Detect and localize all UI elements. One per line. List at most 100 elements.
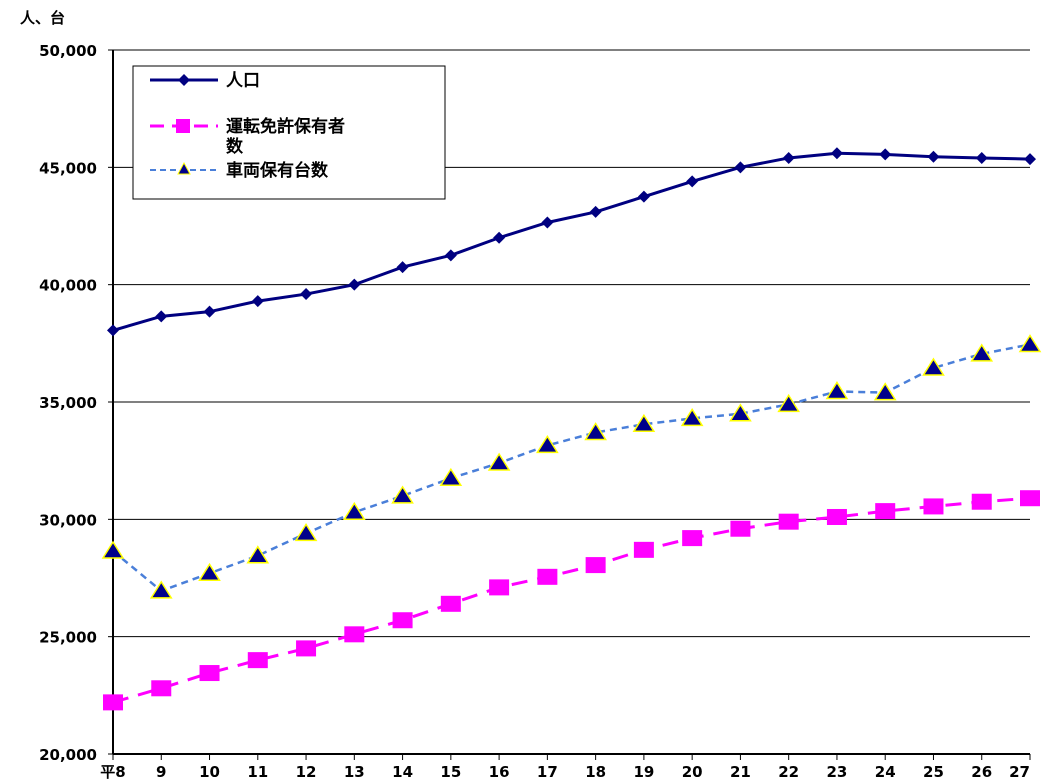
data-point bbox=[686, 175, 699, 188]
data-point bbox=[970, 343, 994, 362]
data-point bbox=[391, 485, 414, 504]
data-point bbox=[396, 261, 409, 274]
data-point bbox=[342, 501, 366, 521]
y-tick-label: 30,000 bbox=[39, 511, 97, 529]
data-point bbox=[873, 382, 897, 401]
data-point bbox=[149, 580, 173, 599]
data-point bbox=[584, 422, 607, 441]
data-point bbox=[875, 503, 896, 520]
data-point bbox=[294, 522, 318, 542]
data-point bbox=[199, 665, 220, 682]
data-point bbox=[589, 205, 602, 218]
data-point bbox=[444, 249, 457, 262]
data-point bbox=[778, 513, 799, 530]
y-tick-label: 45,000 bbox=[39, 159, 97, 177]
x-tick-label: 12 bbox=[296, 763, 317, 781]
data-point bbox=[680, 408, 704, 427]
legend-label-license-holders-line2: 数 bbox=[226, 136, 244, 157]
x-tick-label: 27 bbox=[1009, 763, 1030, 781]
data-point bbox=[825, 381, 849, 400]
y-tick-labels: 20,000 25,000 30,000 35,000 40,000 45,000 50,0… bbox=[39, 42, 113, 764]
x-tick-label: 22 bbox=[778, 763, 799, 781]
series-line bbox=[112, 496, 1031, 704]
data-point bbox=[729, 403, 752, 422]
legend-square-marker bbox=[176, 119, 190, 133]
data-point bbox=[927, 150, 940, 163]
data-point bbox=[971, 493, 992, 510]
x-tick-label: 24 bbox=[875, 763, 896, 781]
legend-item-license-holders: 運転免許保有者 数 bbox=[150, 116, 351, 157]
legend-triangle-marker bbox=[177, 161, 191, 175]
x-tick-label: 26 bbox=[971, 763, 992, 781]
legend-label-license-holders: 運転免許保有者 数 bbox=[226, 116, 351, 157]
data-point bbox=[101, 540, 125, 559]
x-tick-label: 11 bbox=[247, 763, 268, 781]
data-point bbox=[633, 541, 654, 558]
legend: 人口 運転免許保有者 数 車両保有台数 bbox=[132, 65, 446, 200]
legend-label-vehicles: 車両保有台数 bbox=[226, 160, 329, 181]
data-point bbox=[107, 324, 119, 337]
data-point bbox=[1024, 153, 1036, 166]
series-2 bbox=[101, 334, 1042, 599]
data-point bbox=[392, 612, 413, 629]
data-point bbox=[246, 545, 270, 564]
series-0 bbox=[107, 147, 1036, 337]
series-layer bbox=[101, 147, 1042, 711]
data-point bbox=[348, 278, 361, 291]
data-point bbox=[440, 595, 461, 612]
data-point bbox=[1018, 334, 1042, 353]
y-tick-label: 25,000 bbox=[39, 629, 97, 647]
y-axis-unit-label: 人、台 bbox=[20, 9, 65, 27]
legend-label-population: 人口 bbox=[226, 71, 260, 91]
data-point bbox=[585, 557, 606, 574]
data-point bbox=[1020, 490, 1040, 507]
x-tick-label: 25 bbox=[923, 763, 944, 781]
data-point bbox=[203, 305, 216, 318]
x-tick-label: 9 bbox=[156, 763, 166, 781]
data-point bbox=[777, 393, 801, 413]
legend-label-license-holders-line1: 運転免許保有者 bbox=[226, 116, 345, 137]
y-tick-label: 20,000 bbox=[39, 746, 97, 764]
series-line bbox=[112, 151, 1031, 332]
x-ticks: 平8 9 10 11 12 13 14 15 16 17 18 19 20 21 22 23 24 25 26 27 bbox=[100, 754, 1031, 781]
legend-item-population: 人口 bbox=[150, 71, 260, 91]
legend-diamond-marker bbox=[178, 74, 190, 86]
x-tick-label: 13 bbox=[344, 763, 365, 781]
data-point bbox=[439, 467, 463, 487]
data-point bbox=[682, 530, 703, 547]
data-point bbox=[537, 568, 558, 585]
data-point bbox=[251, 295, 264, 308]
x-tick-label: 21 bbox=[730, 763, 751, 781]
data-point bbox=[296, 640, 317, 657]
x-tick-label: 平8 bbox=[100, 763, 125, 781]
data-point bbox=[922, 357, 945, 376]
data-point bbox=[155, 310, 168, 323]
data-point bbox=[975, 151, 988, 164]
x-tick-label: 17 bbox=[537, 763, 558, 781]
data-point bbox=[487, 452, 511, 471]
x-tick-label: 10 bbox=[199, 763, 220, 781]
data-point bbox=[198, 562, 221, 582]
data-point bbox=[103, 694, 123, 711]
series-1 bbox=[103, 490, 1040, 711]
data-point bbox=[830, 147, 843, 160]
x-tick-label: 20 bbox=[682, 763, 703, 781]
data-point bbox=[730, 520, 751, 537]
data-point bbox=[247, 652, 268, 669]
y-tick-label: 50,000 bbox=[39, 42, 97, 60]
data-point bbox=[344, 626, 365, 643]
x-tick-label: 15 bbox=[440, 763, 461, 781]
data-point bbox=[734, 161, 747, 174]
data-point bbox=[637, 190, 650, 203]
series-line bbox=[112, 343, 1031, 593]
data-point bbox=[782, 151, 795, 164]
legend-item-vehicles: 車両保有台数 bbox=[150, 160, 329, 181]
x-tick-label: 16 bbox=[489, 763, 510, 781]
data-point bbox=[826, 508, 847, 525]
data-point bbox=[151, 680, 172, 697]
x-tick-label: 19 bbox=[633, 763, 654, 781]
y-tick-label: 35,000 bbox=[39, 394, 97, 412]
x-tick-label: 14 bbox=[392, 763, 413, 781]
data-point bbox=[632, 413, 656, 433]
